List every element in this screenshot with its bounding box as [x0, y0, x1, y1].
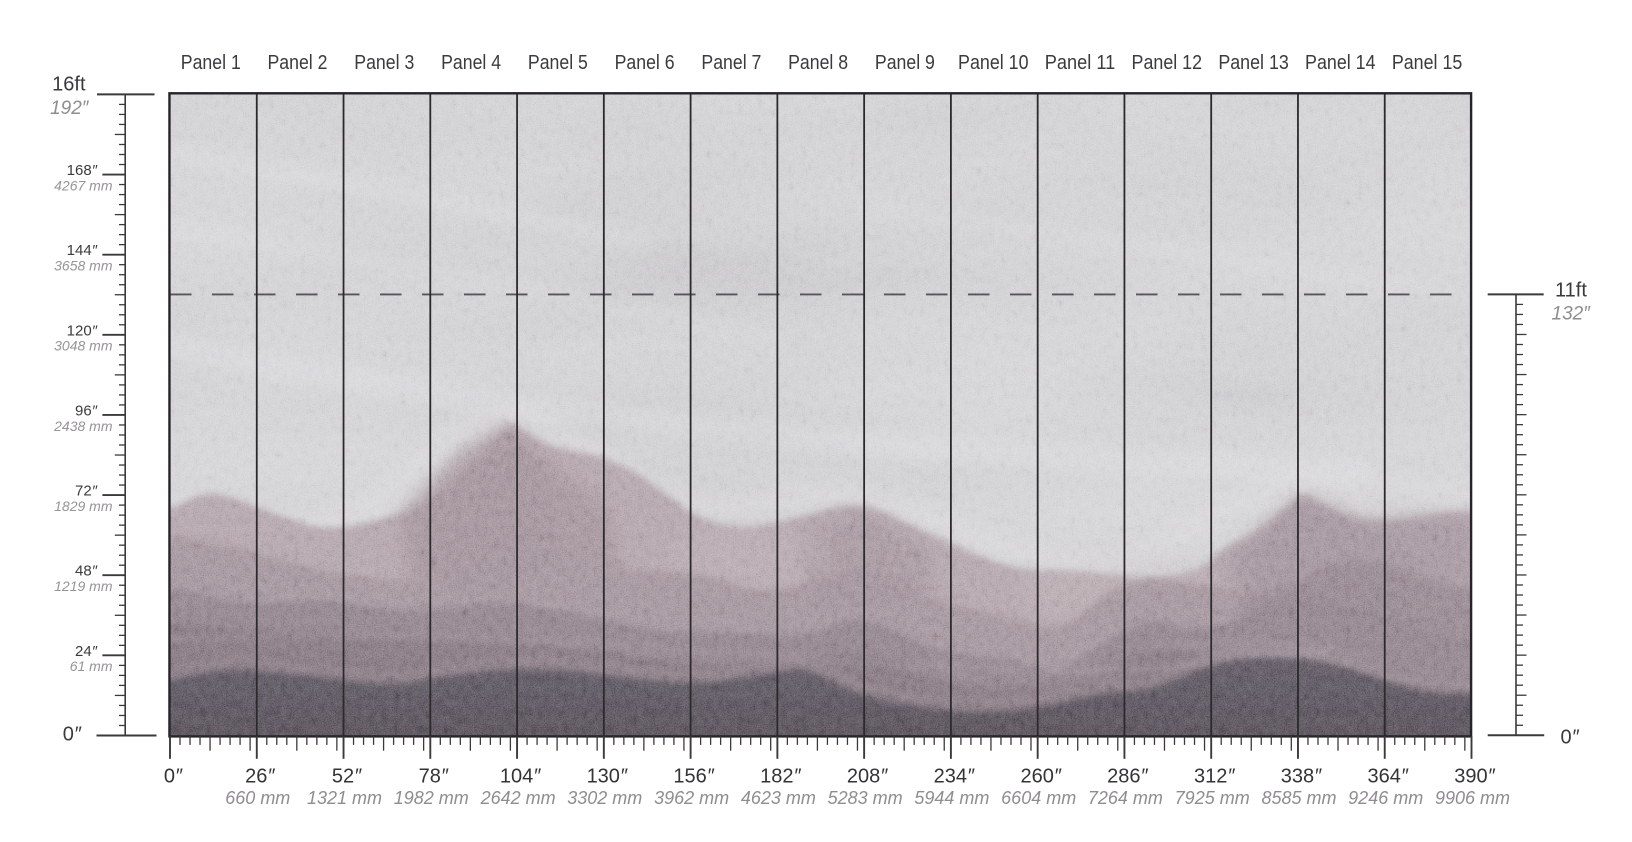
svg-text:26″: 26″: [245, 766, 275, 788]
svg-text:286″: 286″: [1107, 766, 1148, 788]
svg-text:1321 mm: 1321 mm: [307, 788, 382, 808]
svg-text:7925 mm: 7925 mm: [1175, 788, 1250, 808]
svg-text:Panel 10: Panel 10: [958, 52, 1029, 74]
svg-text:72″: 72″: [75, 483, 98, 500]
svg-text:4267 mm: 4267 mm: [54, 177, 113, 193]
svg-text:Panel 12: Panel 12: [1132, 52, 1203, 74]
svg-text:130″: 130″: [587, 766, 628, 788]
svg-text:1219 mm: 1219 mm: [54, 578, 113, 594]
svg-text:182″: 182″: [760, 766, 801, 788]
svg-text:11ft: 11ft: [1555, 280, 1587, 302]
svg-text:9246 mm: 9246 mm: [1348, 788, 1423, 808]
svg-text:364″: 364″: [1367, 766, 1408, 788]
svg-text:312″: 312″: [1194, 766, 1235, 788]
svg-text:Panel 2: Panel 2: [268, 52, 328, 74]
svg-text:0″: 0″: [63, 724, 82, 746]
svg-text:3658 mm: 3658 mm: [54, 258, 113, 274]
svg-text:5944 mm: 5944 mm: [914, 788, 989, 808]
svg-text:3302 mm: 3302 mm: [567, 788, 642, 808]
svg-text:Panel 15: Panel 15: [1392, 52, 1463, 74]
svg-text:6604 mm: 6604 mm: [1001, 788, 1076, 808]
svg-text:144″: 144″: [67, 242, 98, 259]
svg-text:Panel 13: Panel 13: [1218, 52, 1289, 74]
svg-text:Panel 6: Panel 6: [615, 52, 675, 74]
svg-text:234″: 234″: [934, 766, 975, 788]
svg-text:Panel 9: Panel 9: [875, 52, 935, 74]
svg-text:390″: 390″: [1454, 766, 1495, 788]
svg-text:0″: 0″: [1561, 727, 1580, 749]
svg-text:Panel 7: Panel 7: [701, 52, 761, 74]
svg-text:Panel 14: Panel 14: [1305, 52, 1376, 74]
svg-text:1829 mm: 1829 mm: [54, 498, 113, 514]
svg-text:8585 mm: 8585 mm: [1261, 788, 1336, 808]
svg-text:192″: 192″: [50, 98, 90, 119]
svg-text:120″: 120″: [67, 322, 98, 339]
svg-text:61 mm: 61 mm: [70, 658, 113, 674]
svg-text:104″: 104″: [500, 766, 541, 788]
svg-text:156″: 156″: [673, 766, 714, 788]
svg-text:208″: 208″: [847, 766, 888, 788]
svg-text:660 mm: 660 mm: [225, 788, 290, 808]
svg-text:Panel 3: Panel 3: [354, 52, 414, 74]
svg-text:52″: 52″: [332, 766, 362, 788]
svg-text:9906 mm: 9906 mm: [1435, 788, 1510, 808]
svg-text:Panel 11: Panel 11: [1045, 52, 1116, 74]
svg-text:2438 mm: 2438 mm: [53, 418, 113, 434]
svg-text:1982 mm: 1982 mm: [394, 788, 469, 808]
svg-text:168″: 168″: [67, 162, 98, 179]
svg-text:96″: 96″: [75, 402, 98, 419]
svg-text:3048 mm: 3048 mm: [54, 338, 113, 354]
svg-text:3962 mm: 3962 mm: [654, 788, 729, 808]
svg-text:0″: 0″: [164, 766, 183, 788]
svg-text:260″: 260″: [1020, 766, 1061, 788]
svg-text:78″: 78″: [419, 766, 449, 788]
svg-text:5283 mm: 5283 mm: [828, 788, 903, 808]
svg-text:Panel 4: Panel 4: [441, 52, 501, 74]
svg-text:Panel 1: Panel 1: [181, 52, 241, 74]
svg-text:16ft: 16ft: [52, 74, 86, 96]
svg-text:338″: 338″: [1281, 766, 1322, 788]
svg-text:4623 mm: 4623 mm: [741, 788, 816, 808]
svg-text:Panel 8: Panel 8: [788, 52, 848, 74]
svg-text:2642 mm: 2642 mm: [480, 788, 556, 808]
svg-text:24″: 24″: [75, 643, 98, 660]
svg-text:48″: 48″: [75, 563, 98, 580]
svg-text:Panel 5: Panel 5: [528, 52, 588, 74]
svg-text:7264 mm: 7264 mm: [1088, 788, 1163, 808]
svg-text:132″: 132″: [1552, 304, 1592, 325]
